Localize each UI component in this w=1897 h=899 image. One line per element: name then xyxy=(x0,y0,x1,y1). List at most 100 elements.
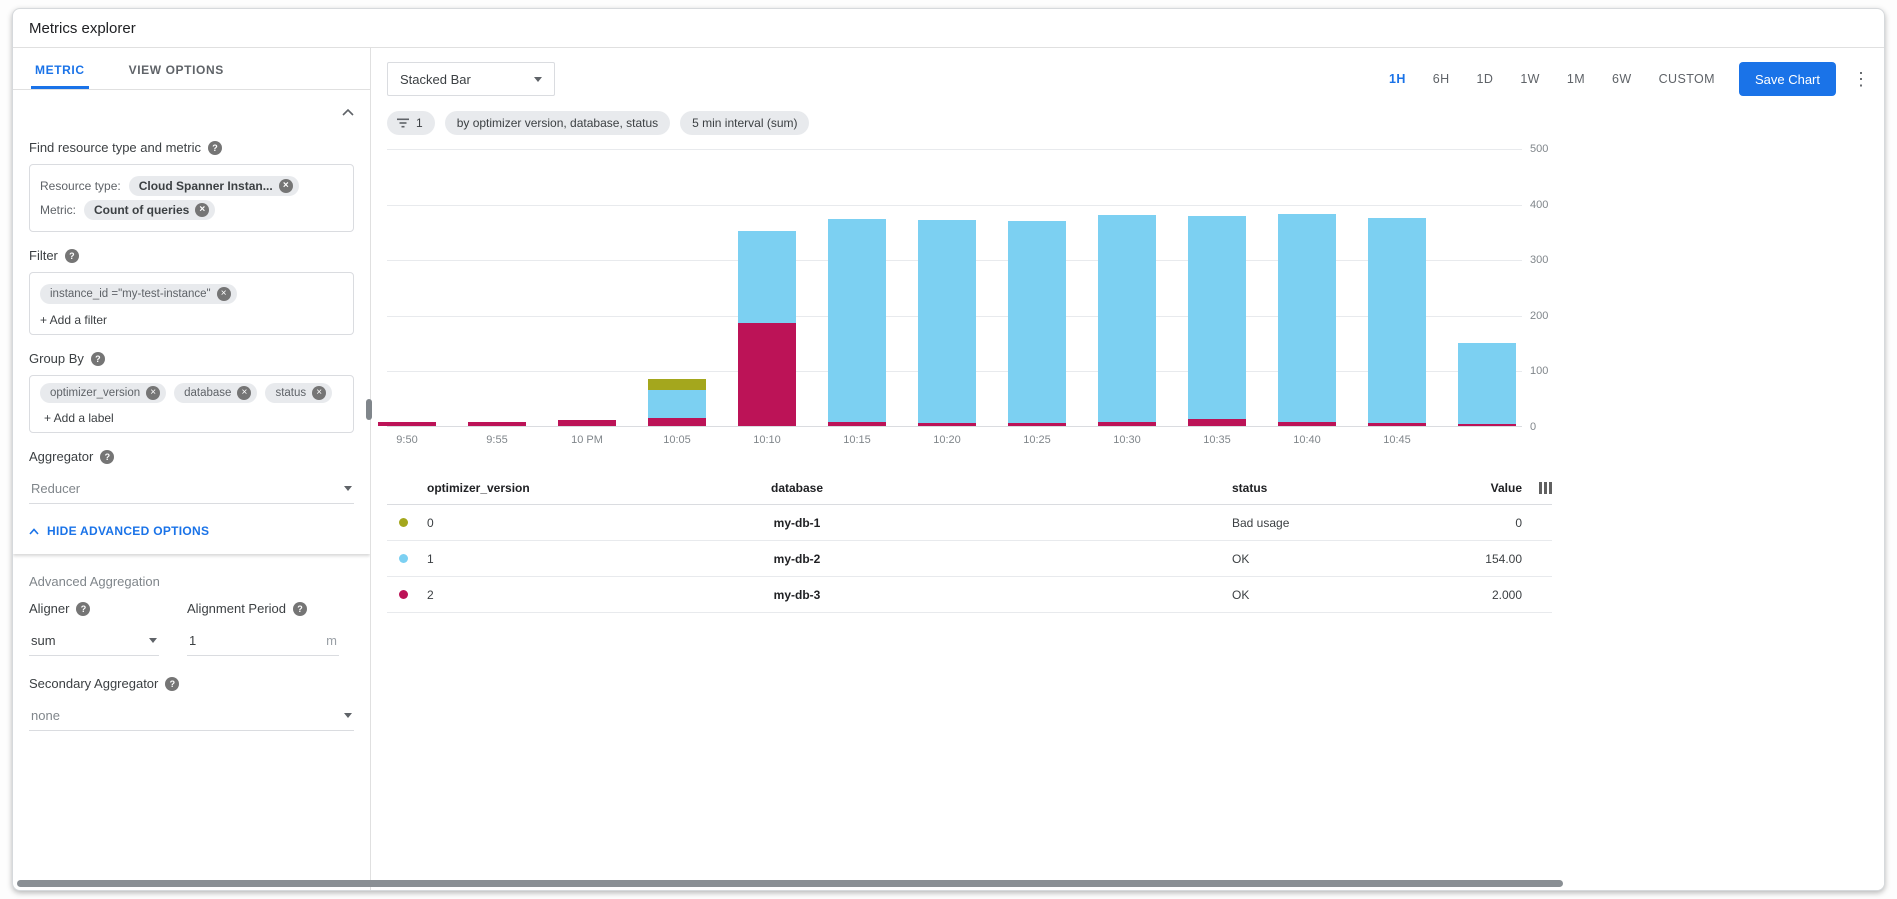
panel-scrollbar-thumb[interactable] xyxy=(366,399,372,420)
bar-10:10[interactable] xyxy=(738,231,796,426)
group-chip-status[interactable]: status × xyxy=(265,383,333,403)
series-color-dot xyxy=(399,518,408,527)
x-axis-label: 10:10 xyxy=(753,434,781,446)
help-icon[interactable]: ? xyxy=(76,601,91,616)
bar-segment xyxy=(1098,214,1156,422)
collapse-card-icon[interactable] xyxy=(342,103,354,121)
aggregator-label: Aggregator xyxy=(29,449,94,464)
group-chip-database[interactable]: database × xyxy=(174,383,258,403)
alignment-period-input[interactable]: 1 m xyxy=(187,625,339,656)
aligner-select[interactable]: sum xyxy=(29,625,159,656)
filter-chip[interactable]: instance_id ="my-test-instance" × xyxy=(40,284,237,304)
legend-header-status[interactable]: status xyxy=(1232,480,1268,495)
aggregator-select[interactable]: Reducer xyxy=(29,473,354,504)
chip-label: Cloud Spanner Instan... xyxy=(138,179,273,193)
x-axis-label: 10:35 xyxy=(1203,434,1231,446)
alignment-period-value: 1 xyxy=(189,633,197,648)
bar-unlabeled[interactable] xyxy=(1458,342,1516,426)
add-filter-link[interactable]: + Add a filter xyxy=(40,313,108,327)
remove-chip-icon[interactable]: × xyxy=(146,386,161,400)
tab-metric[interactable]: METRIC xyxy=(31,63,89,89)
filter-label: Filter xyxy=(29,248,58,263)
legend-optimizer-version: 1 xyxy=(427,551,434,566)
gridline xyxy=(387,204,1522,206)
legend-row-my-db-1[interactable]: 0 my-db-1 Bad usage 0 xyxy=(387,505,1552,541)
legend-header: optimizer_version database status Value xyxy=(387,471,1552,505)
bar-10 PM[interactable] xyxy=(558,420,616,426)
remove-resource-type-icon[interactable]: × xyxy=(278,179,293,193)
time-range-1m[interactable]: 1M xyxy=(1566,72,1586,86)
bar-10:25[interactable] xyxy=(1008,221,1066,426)
chart-type-select[interactable]: Stacked Bar xyxy=(387,62,555,96)
help-icon[interactable]: ? xyxy=(90,351,105,366)
help-icon[interactable]: ? xyxy=(207,140,222,155)
bar-9:55[interactable] xyxy=(468,421,526,426)
add-group-label-link[interactable]: + Add a label xyxy=(44,411,114,425)
metric-builder-card: Find resource type and metric ? Resource… xyxy=(13,90,370,554)
horizontal-scrollbar-track xyxy=(17,880,1880,888)
secondary-aggregator-select[interactable]: none xyxy=(29,700,354,731)
bar-10:35[interactable] xyxy=(1188,215,1246,426)
filter-count-chip[interactable]: 1 xyxy=(387,111,435,135)
time-range-1h[interactable]: 1H xyxy=(1388,72,1406,86)
column-settings-icon[interactable] xyxy=(1522,481,1552,494)
time-range-6w[interactable]: 6W xyxy=(1612,72,1632,86)
save-chart-button[interactable]: Save Chart xyxy=(1738,62,1836,96)
chip-label: instance_id ="my-test-instance" xyxy=(50,288,211,300)
legend-header-value[interactable]: Value xyxy=(1490,480,1522,495)
y-axis-label: 300 xyxy=(1530,254,1549,267)
y-axis-label: 200 xyxy=(1530,309,1549,322)
bar-9:50[interactable] xyxy=(378,421,436,426)
x-axis-label: 10:45 xyxy=(1383,434,1411,446)
group-chip-optimizer_version[interactable]: optimizer_version × xyxy=(40,383,167,403)
bar-10:05[interactable] xyxy=(648,378,706,426)
remove-chip-icon[interactable]: × xyxy=(237,386,252,400)
legend-value: 0 xyxy=(1515,515,1522,530)
time-range-group: 1H 6H 1D 1W 1M 6W CUSTOM xyxy=(1389,72,1715,86)
horizontal-scrollbar-thumb[interactable] xyxy=(17,880,1564,887)
filter-label-row: Filter ? xyxy=(29,248,354,263)
help-icon[interactable]: ? xyxy=(100,449,115,464)
more-options-icon[interactable]: ⋮ xyxy=(1852,69,1870,89)
metrics-explorer-window: Metrics explorer METRIC VIEW OPTIONS Fin… xyxy=(12,8,1885,891)
time-range-6h[interactable]: 6H xyxy=(1432,72,1450,86)
legend-dot-cell xyxy=(387,554,427,563)
interval-chip[interactable]: 5 min interval (sum) xyxy=(680,111,810,135)
group-by-summary-chip[interactable]: by optimizer version, database, status xyxy=(444,111,671,135)
help-icon[interactable]: ? xyxy=(293,601,307,616)
remove-metric-icon[interactable]: × xyxy=(195,203,210,217)
chip-label: status xyxy=(275,387,307,399)
metric-chip[interactable]: Count of queries × xyxy=(84,200,216,220)
legend-row-my-db-3[interactable]: 2 my-db-3 OK 2.000 xyxy=(387,577,1552,613)
chart-chips-row: 1 by optimizer version, database, status… xyxy=(387,111,1884,135)
legend-header-optimizer-version[interactable]: optimizer_version xyxy=(427,480,530,495)
bar-segment xyxy=(918,220,976,423)
remove-filter-icon[interactable]: × xyxy=(216,287,231,301)
bar-10:45[interactable] xyxy=(1368,218,1426,426)
bar-10:20[interactable] xyxy=(918,220,976,426)
x-axis-label: 10 PM xyxy=(571,434,603,446)
caret-down-icon xyxy=(344,713,352,718)
bar-segment xyxy=(1368,218,1426,423)
legend-status: OK xyxy=(1232,587,1250,602)
time-range-1w[interactable]: 1W xyxy=(1520,72,1540,86)
help-icon[interactable]: ? xyxy=(165,676,180,691)
tab-view-options[interactable]: VIEW OPTIONS xyxy=(128,63,224,77)
time-range-1d[interactable]: 1D xyxy=(1476,72,1494,86)
legend-row-my-db-2[interactable]: 1 my-db-2 OK 154.00 xyxy=(387,541,1552,577)
remove-chip-icon[interactable]: × xyxy=(312,386,327,400)
bar-segment xyxy=(1368,422,1426,426)
aggregator-label-row: Aggregator ? xyxy=(29,449,354,464)
bar-10:30[interactable] xyxy=(1098,214,1156,426)
legend-header-database[interactable]: database xyxy=(770,480,824,495)
resource-type-chip[interactable]: Cloud Spanner Instan... × xyxy=(128,176,299,196)
bar-segment xyxy=(1278,213,1336,422)
time-range-custom[interactable]: CUSTOM xyxy=(1658,72,1715,86)
stacked-bar-chart: 0 100 200 300 400 500 9:50 9:55 10 PM 10:05 10:10 1… xyxy=(378,143,1572,455)
help-icon[interactable]: ? xyxy=(64,248,79,263)
bar-10:15[interactable] xyxy=(828,218,886,426)
hide-advanced-options-link[interactable]: HIDE ADVANCED OPTIONS xyxy=(29,524,354,538)
bar-10:40[interactable] xyxy=(1278,213,1336,426)
x-axis-label: 10:20 xyxy=(933,434,961,446)
bar-segment xyxy=(828,218,886,422)
